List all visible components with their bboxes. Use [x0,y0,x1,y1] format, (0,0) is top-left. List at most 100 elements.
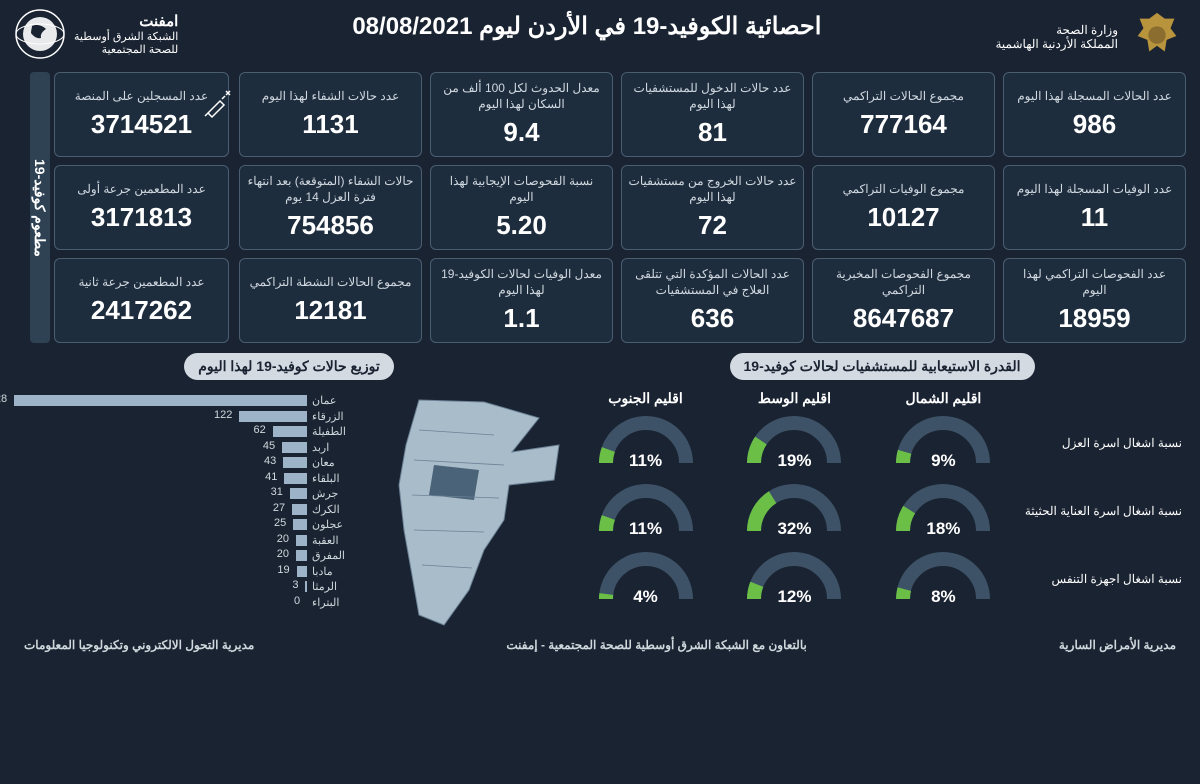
stat-value: 81 [628,117,797,148]
gauge-value: 9% [888,451,998,471]
stat-value: 3171813 [61,202,222,233]
ministry-block: وزارة الصحة المملكة الأردنية الهاشمية [995,8,1186,66]
hospital-capacity-section: القدرة الاستيعابية للمستشفيات لحالات كوف… [578,353,1186,630]
stat-value: 3714521 [61,109,222,140]
gauge-value: 12% [739,587,849,607]
vaccine-stat-box: عدد المطعمين جرعة أولى 3171813 [54,165,229,250]
bar-value: 43 [264,455,276,467]
gauge-value: 19% [739,451,849,471]
bar-label: عجلون [312,518,356,531]
main-title: احصائية الكوفيد-19 في الأردن ليوم [479,13,821,40]
vaccine-column: عدد المسجلين على المنصة 3714521 عدد المطعم… [14,72,229,343]
bar-label: العقبة [312,534,356,547]
stat-label: عدد المسجلين على المنصة [61,89,222,105]
bar-label: المفرق [312,549,356,562]
stat-label: عدد حالات الشفاء لهذا اليوم [246,89,415,105]
gauge-value: 18% [888,519,998,539]
syringe-icon [201,90,231,120]
stat-label: معدل الحدوث لكل 100 ألف من السكان لهذا ا… [437,81,606,112]
jordan-map [364,390,564,630]
bar-label: مادبا [312,565,356,578]
footer-right: مديرية الأمراض السارية [1059,638,1176,652]
gauge: 18% [888,481,998,543]
stat-label: عدد الحالات المسجلة لهذا اليوم [1010,89,1179,105]
stat-label: مجموع الحالات النشطة التراكمي [246,275,415,291]
stat-box: عدد الوفيات المسجلة لهذا اليوم 11 [1003,165,1186,250]
gauge-row-label: نسبة اشغال اجهزة التنفس [1025,572,1186,588]
stat-box: عدد الفحوصات التراكمي لهذا اليوم18959 [1003,258,1186,343]
stat-label: عدد حالات الخروج من مستشفيات لهذا اليوم [628,174,797,205]
stats-grid: عدد الحالات المسجلة لهذا اليوم 986 مجموع ا… [239,72,1186,343]
bar-value: 20 [277,548,289,560]
stat-box: نسبة الفحوصات الإيجابية لهذا اليوم5.20 [430,165,613,250]
crest-icon [1128,8,1186,66]
stat-value: 12181 [246,295,415,326]
stat-value: 10127 [819,202,988,233]
bar-row: معان43 [14,456,356,469]
gauge: 4% [591,549,701,611]
footer: مديرية الأمراض السارية بالتعاون مع الشبك… [14,638,1186,652]
bar-row: العقبة 20 [14,534,356,547]
stat-value: 986 [1010,109,1179,140]
stat-box: معدل الحدوث لكل 100 ألف من السكان لهذا ا… [430,72,613,157]
gauge: 8% [888,549,998,611]
stat-label: مجموع الحالات التراكمي [819,89,988,105]
stat-label: عدد المطعمين جرعة أولى [61,182,222,198]
bar-value: 25 [274,517,286,529]
bar-value: 45 [263,440,275,452]
stat-label: مجموع الفحوصات المخبرية التراكمي [819,267,988,298]
bar-label: اربد [312,441,356,454]
stat-label: حالات الشفاء (المتوقعة) بعد انتهاء فترة … [246,174,415,205]
gauge: 12% [739,549,849,611]
stat-box: عدد الحالات المؤكدة التي تتلقى العلاج في… [621,258,804,343]
bar-label: الكرك [312,503,356,516]
stat-label: عدد الوفيات المسجلة لهذا اليوم [1010,182,1179,198]
stat-label: نسبة الفحوصات الإيجابية لهذا اليوم [437,174,606,205]
stat-box: مجموع الوفيات التراكمي10127 [812,165,995,250]
stat-box: عدد حالات الشفاء لهذا اليوم1131 [239,72,422,157]
gauge-row-label: نسبة اشغال اسرة العناية الحثيثة [1025,504,1186,520]
partner-line1: الشبكة الشرق أوسطية [74,30,178,43]
bar-label: جرش [312,487,356,500]
bar-row: المفرق 20 [14,549,356,562]
bar-label: عمان [312,394,356,407]
region-header: اقليم الشمال [876,390,1011,407]
stat-box: عدد الحالات المسجلة لهذا اليوم 986 [1003,72,1186,157]
bar-value: 3 [292,579,298,591]
bar-row: البلقاء 41 [14,472,356,485]
gauge-value: 11% [591,519,701,539]
stat-value: 11 [1010,202,1179,233]
stat-box: عدد حالات الدخول للمستشفيات لهذا اليوم81 [621,72,804,157]
region-header: اقليم الوسط [727,390,862,407]
distribution-title: توزيع حالات كوفيد-19 لهذا اليوم [184,353,394,380]
stat-label: عدد الفحوصات التراكمي لهذا اليوم [1010,267,1179,298]
header: وزارة الصحة المملكة الأردنية الهاشمية اح… [14,8,1186,66]
bar-value: 20 [277,533,289,545]
bar-value: 41 [265,471,277,483]
gauge: 11% [591,481,701,543]
ministry-line1: وزارة الصحة [995,23,1118,37]
footer-center: بالتعاون مع الشبكة الشرق أوسطية للصحة ال… [506,638,806,652]
partner-name: امفنت [74,12,178,30]
bar-label: البلقاء [312,472,356,485]
stat-label: عدد المطعمين جرعة ثانية [61,275,222,291]
bar-label: الزرقاء [312,410,356,423]
region-header: اقليم الجنوب [578,390,713,407]
vaccine-section-label: مطعوم كوفيد-19 [30,72,50,343]
bar-row: جرش31 [14,487,356,500]
stat-value: 777164 [819,109,988,140]
bar-value: 62 [253,424,265,436]
stat-box: عدد حالات الخروج من مستشفيات لهذا اليوم7… [621,165,804,250]
gauge-value: 11% [591,451,701,471]
bar-row: الرمثا3 [14,580,356,593]
gauge-row-label: نسبة اشغال اسرة العزل [1025,436,1186,452]
bar-row: عجلون 25 [14,518,356,531]
stat-value: 8647687 [819,303,988,334]
partner-block: امفنت الشبكة الشرق أوسطية للصحة المجتمعي… [14,8,178,60]
distribution-section: توزيع حالات كوفيد-19 لهذا اليوم عمان528ا… [14,353,564,630]
distribution-bar-chart: عمان528الزرقاء122الطفيلة62اربد45معان43ال… [14,390,356,630]
stat-value: 1.1 [437,303,606,334]
bar-value: 0 [294,595,300,607]
gauge-value: 8% [888,587,998,607]
stat-box: مجموع الفحوصات المخبرية التراكمي 8647687 [812,258,995,343]
